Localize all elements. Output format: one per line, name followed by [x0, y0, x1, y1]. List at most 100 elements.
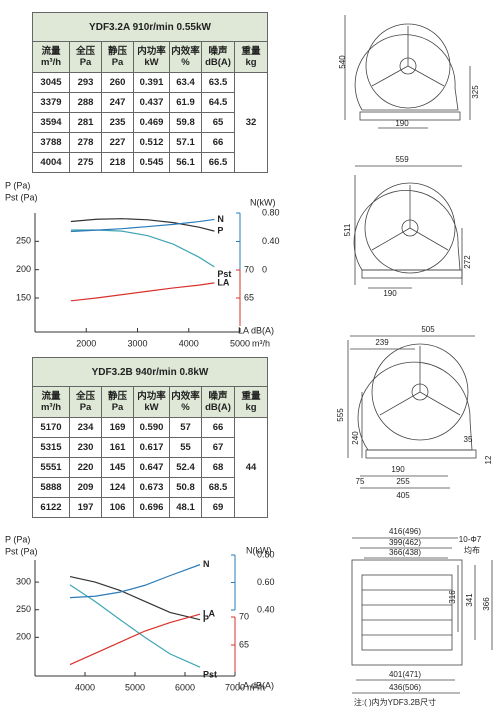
header-row: 流量 m³/h 全压 Pa 静压 Pa 内功率 kW 内效率% 噪声 dB(A) 重量 kg [32, 386, 268, 418]
dimension: 341 [465, 593, 474, 607]
data-row: 4004 275 218 0.545 56.1 66.5 [32, 152, 268, 173]
header-text: 重量 [241, 391, 261, 402]
cell: 278 [69, 132, 102, 153]
data-row: 3788 278 227 0.512 57.1 66 [32, 132, 268, 153]
dimension: 416(496) [389, 527, 421, 536]
header-text: Pa [79, 402, 92, 413]
cell: 69 [201, 497, 235, 518]
cell: 63.4 [169, 72, 202, 93]
cell: 57 [169, 417, 202, 438]
y-tick-label: 200 [16, 632, 31, 642]
spec-table: YDF3.2B 940r/min 0.8kW 流量 m³/h 全压 Pa 静压 Pa 内功率 k… [32, 357, 268, 518]
cell: 63.5 [201, 72, 235, 93]
header-text: kW [144, 402, 159, 413]
cell: 227 [101, 132, 134, 153]
cell: 0.512 [133, 132, 170, 153]
header-cell: 内功率 kW [133, 386, 170, 418]
header-text: 内效率 [171, 46, 200, 57]
dimension: 190 [391, 465, 405, 474]
dimension: 190 [383, 289, 397, 298]
cell: 68.5 [201, 477, 235, 498]
data-row: 5315 230 161 0.617 55 67 [32, 437, 268, 458]
cell: 57.1 [169, 132, 202, 153]
header-text: m³/h [40, 402, 62, 413]
y-tick-label: 200 [16, 264, 31, 274]
cell: 0.590 [133, 417, 170, 438]
y2-tick-label: 0.80 [262, 207, 280, 217]
cell: 234 [69, 417, 102, 438]
y3-tick-label: 65 [239, 639, 249, 649]
header-cell: 噪声 dB(A) [201, 41, 235, 73]
header-text: 内功率 [137, 46, 166, 57]
header-text: dB(A) [205, 402, 231, 413]
cell: 3788 [32, 132, 70, 153]
header-cell: 流量 m³/h [32, 41, 70, 73]
dimension: 12 [484, 455, 493, 464]
cell: 65 [201, 112, 235, 133]
cell: 68 [201, 457, 235, 478]
header-text: 全压 [75, 391, 95, 402]
y-axis-title: P (Pa) [5, 534, 30, 544]
data-row: 5551 220 145 0.647 52.4 68 [32, 457, 268, 478]
series-label: P [203, 614, 209, 624]
cell: 235 [101, 112, 134, 133]
dimension: 325 [471, 85, 480, 99]
header-text: 流量 [41, 391, 61, 402]
cell: 59.8 [169, 112, 202, 133]
dimension: 436(506) [389, 683, 421, 692]
table-title: YDF3.2A 910r/min 0.55kW [32, 12, 268, 42]
cell: 106 [101, 497, 134, 518]
header-text: Pa [111, 402, 124, 413]
cell: 6122 [32, 497, 70, 518]
cell: 0.696 [133, 497, 170, 518]
header-text: 静压 [107, 46, 127, 57]
dimension: 均布 [464, 545, 480, 555]
x-tick-label: 5000 [125, 682, 145, 692]
title-row: YDF3.2A 910r/min 0.55kW [32, 12, 268, 42]
cell: 3045 [32, 72, 70, 93]
dimension: 190 [395, 119, 409, 128]
header-text: 流量 [41, 46, 61, 57]
dimension: 240 [351, 431, 360, 445]
y2-tick-label: 0.80 [257, 549, 275, 559]
title-row: YDF3.2B 940r/min 0.8kW [32, 357, 268, 387]
dimension: 405 [396, 491, 410, 500]
dimension: 366 [482, 597, 491, 611]
header-cell: 重量 kg [234, 41, 268, 73]
header-cell: 内功率 kW [133, 41, 170, 73]
cell: 66 [201, 417, 235, 438]
series-line [69, 575, 201, 621]
header-text: % [181, 57, 190, 68]
header-text: 全压 [75, 46, 95, 57]
fan-drawing: 416(496) 399(462) 366(438) 10-Φ7 均布 316 … [351, 527, 493, 707]
series-line [70, 218, 215, 232]
weight-cell: 44 [234, 417, 268, 518]
cell: 124 [101, 477, 134, 498]
y3-tick-label: 70 [244, 264, 254, 274]
dimension: 540 [338, 55, 347, 69]
data-row: 5170 234 169 0.590 57 66 44 [32, 417, 268, 518]
header-text: 内功率 [137, 391, 166, 402]
cell: 218 [101, 152, 134, 173]
dimension: 35 [464, 435, 473, 444]
dimension: 399(462) [389, 538, 421, 547]
cell: 56.1 [169, 152, 202, 173]
dimension: 10-Φ7 [459, 535, 482, 544]
header-text: dB(A) [205, 57, 231, 68]
cell: 4004 [32, 152, 70, 173]
cell: 67 [201, 437, 235, 458]
series-label: P [217, 226, 223, 236]
series-label: LA [203, 609, 215, 619]
header-text: 噪声 [208, 46, 228, 57]
header-row: 流量 m³/h 全压 Pa 静压 Pa 内功率 kW 内效率% 噪声 dB(A) 重量 kg [32, 41, 268, 73]
header-cell: 流量 m³/h [32, 386, 70, 418]
cell: 0.647 [133, 457, 170, 478]
series-line [70, 218, 215, 233]
y-axis-title: Pst (Pa) [5, 192, 38, 202]
cell: 247 [101, 92, 134, 113]
cell: 61.9 [169, 92, 202, 113]
series-label: Pst [203, 670, 217, 680]
table-title: YDF3.2B 940r/min 0.8kW [32, 357, 268, 387]
header-cell: 噪声 dB(A) [201, 386, 235, 418]
